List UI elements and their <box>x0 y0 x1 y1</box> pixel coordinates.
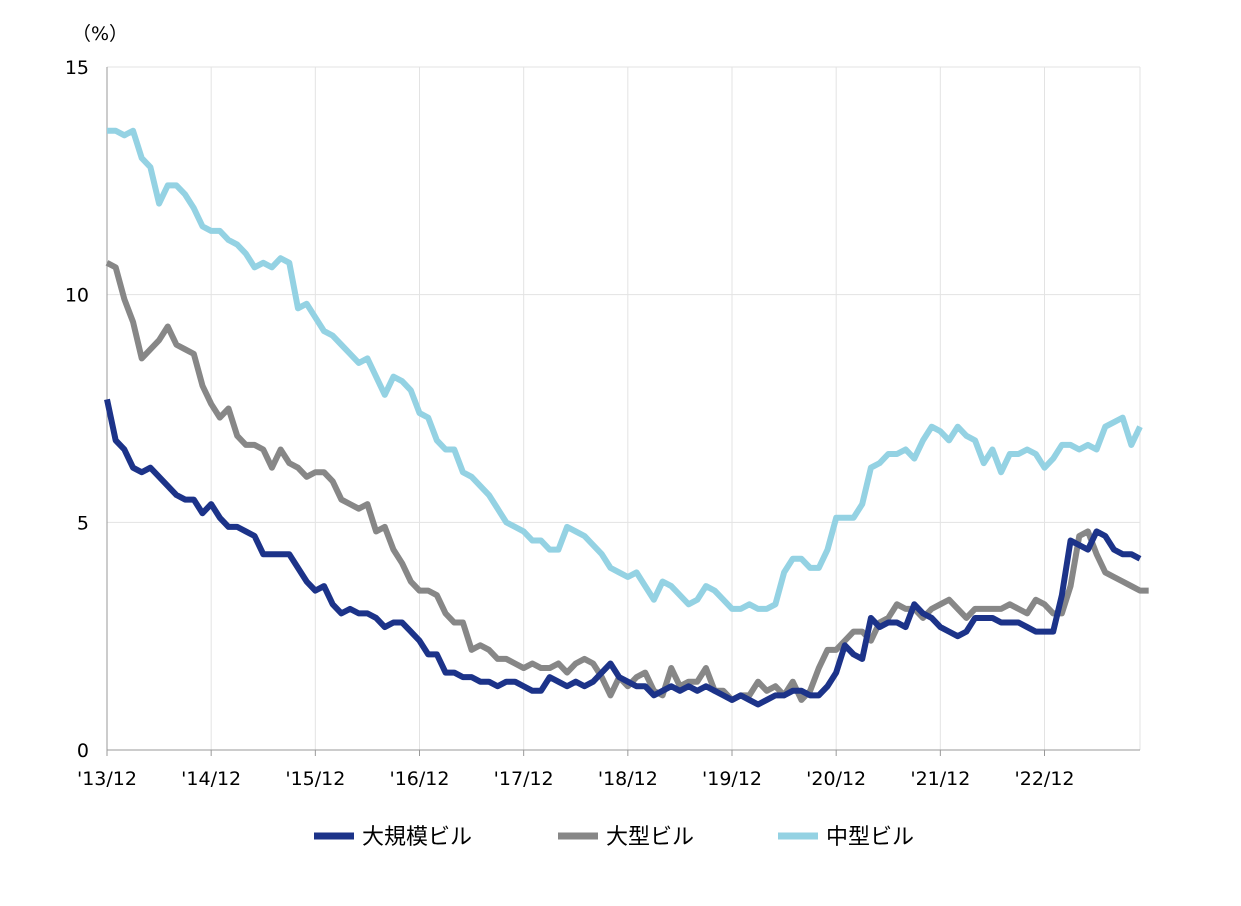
legend-label: 大規模ビル <box>362 825 472 850</box>
x-tick-label: '15/12 <box>285 768 345 790</box>
series-line-1 <box>105 260 1149 703</box>
y-tick-label: 10 <box>65 285 89 307</box>
gridlines <box>107 66 1141 750</box>
legend-label: 中型ビル <box>826 825 914 850</box>
x-tick-label: '20/12 <box>806 768 866 790</box>
x-tick-label: '19/12 <box>702 768 762 790</box>
x-tick-label: '21/12 <box>910 768 970 790</box>
x-tick-label: '22/12 <box>1015 768 1075 790</box>
y-tick-label: 0 <box>77 740 89 762</box>
x-tick-label: '18/12 <box>598 768 658 790</box>
legend-item: 中型ビル <box>778 825 914 850</box>
legend-item: 大規模ビル <box>314 825 472 850</box>
x-tick-label: '16/12 <box>390 768 450 790</box>
y-tick-label: 15 <box>65 57 89 79</box>
series-lines <box>104 127 1149 708</box>
y-tick-labels: 0 5 10 15 <box>65 57 89 762</box>
axes <box>106 67 1140 756</box>
y-tick-label: 5 <box>77 512 89 534</box>
legend-label: 大型ビル <box>606 825 694 850</box>
x-tick-label: '17/12 <box>494 768 554 790</box>
y-unit-label: （%） <box>72 23 128 45</box>
series-line-0 <box>104 398 1142 708</box>
series-line-2 <box>107 127 1143 612</box>
x-tick-label: '13/12 <box>77 768 137 790</box>
x-tick-labels: '13/12 '14/12 '15/12 '16/12 '17/12 '18/12 '19/… <box>77 768 1074 790</box>
x-tick-label: '14/12 <box>181 768 241 790</box>
legend: 大規模ビル 大型ビル 中型ビル <box>314 825 914 850</box>
legend-item: 大型ビル <box>558 825 694 850</box>
